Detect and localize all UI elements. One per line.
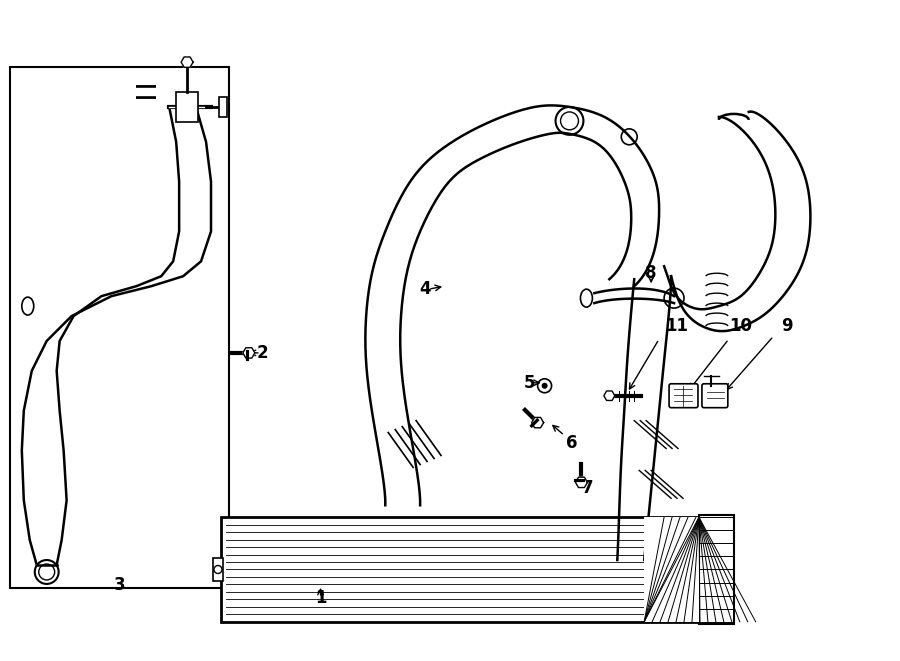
Polygon shape <box>575 477 588 488</box>
Text: 1: 1 <box>315 589 327 607</box>
Circle shape <box>542 383 547 389</box>
Polygon shape <box>604 391 615 401</box>
Text: 4: 4 <box>419 280 431 298</box>
Text: 6: 6 <box>566 434 577 451</box>
Bar <box>176 92 198 122</box>
Text: 2: 2 <box>257 344 268 362</box>
Text: 11: 11 <box>665 317 688 335</box>
FancyBboxPatch shape <box>702 384 728 408</box>
Polygon shape <box>532 418 544 428</box>
Bar <box>10 67 229 588</box>
Text: 10: 10 <box>729 317 752 335</box>
Text: 7: 7 <box>581 479 593 497</box>
Bar <box>213 557 223 582</box>
Bar <box>699 515 734 624</box>
Text: 8: 8 <box>645 264 657 282</box>
Bar <box>219 97 227 117</box>
Text: 5: 5 <box>524 373 536 392</box>
Polygon shape <box>181 57 194 67</box>
Text: 3: 3 <box>113 576 125 594</box>
Bar <box>644 517 699 622</box>
Bar <box>221 517 699 622</box>
FancyBboxPatch shape <box>669 384 698 408</box>
Polygon shape <box>243 348 255 358</box>
Text: 9: 9 <box>781 317 792 335</box>
